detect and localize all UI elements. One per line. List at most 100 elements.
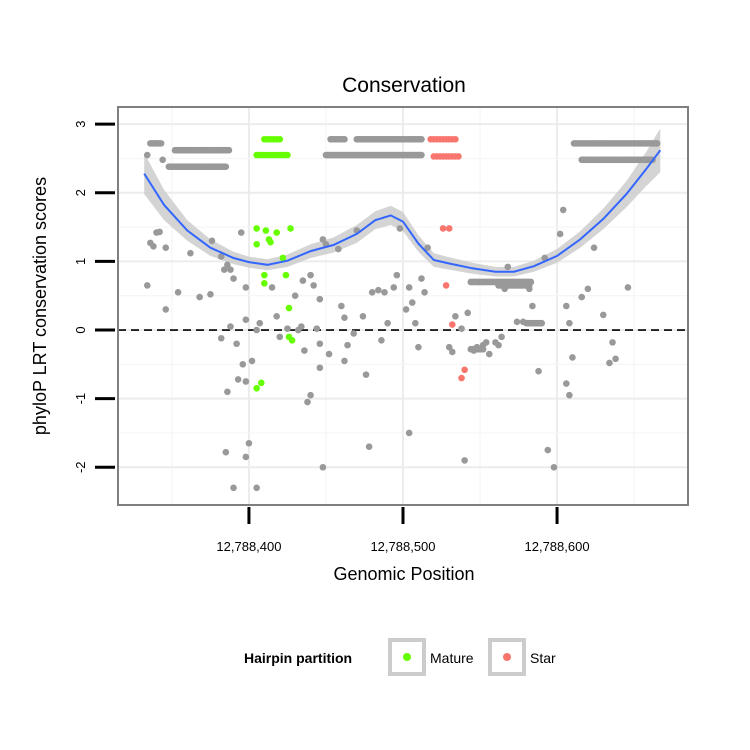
data-point [222, 448, 230, 456]
data-point [227, 323, 234, 330]
data-point [319, 236, 327, 243]
data-point [375, 286, 382, 294]
data-point [237, 229, 245, 236]
data-point [359, 312, 367, 320]
data-point [653, 140, 661, 147]
data-point [150, 243, 157, 250]
data-point [482, 339, 490, 346]
data-point [418, 151, 425, 159]
data-point [350, 330, 358, 337]
y-tick-label: 2 [73, 189, 88, 196]
data-point [319, 463, 327, 471]
data-point [452, 312, 459, 320]
data-point [498, 333, 505, 341]
data-point [599, 311, 607, 319]
data-point [273, 312, 280, 320]
data-point [485, 350, 493, 358]
data-point [556, 230, 564, 238]
data-point [341, 357, 348, 365]
data-point [253, 326, 260, 334]
data-point [284, 325, 291, 332]
data-point [156, 228, 163, 236]
x-tick-label: 12,788,600 [525, 539, 590, 554]
data-point [504, 263, 512, 271]
data-point [424, 244, 431, 251]
data-point-star [458, 374, 465, 382]
data-point [606, 359, 613, 367]
y-tick-label: 3 [73, 121, 88, 128]
data-point [461, 457, 468, 464]
data-point [242, 378, 250, 385]
data-point [341, 135, 348, 143]
data-point [562, 380, 570, 387]
data-point [381, 288, 388, 296]
data-point-mature [284, 151, 291, 159]
data-point [365, 443, 373, 450]
data-point [624, 284, 632, 291]
data-point [268, 284, 276, 291]
data-point-star [448, 321, 456, 328]
data-point [143, 151, 151, 159]
data-point [276, 333, 284, 341]
data-point [225, 146, 233, 154]
data-point [245, 439, 253, 447]
data-point [584, 285, 592, 293]
data-point-mature [279, 254, 287, 262]
data-point-star [452, 135, 459, 143]
data-point-mature [261, 280, 268, 287]
legend-title: Hairpin partition [244, 650, 352, 666]
data-point [242, 316, 250, 324]
data-point-mature [276, 135, 284, 143]
data-point-star [442, 282, 450, 289]
data-point-star [439, 225, 447, 232]
data-point-mature [288, 337, 296, 344]
data-point-mature [285, 304, 293, 312]
data-point-mature [261, 271, 268, 279]
data-point-mature [262, 227, 270, 234]
data-point [207, 291, 214, 298]
data-point [378, 337, 385, 344]
data-point [495, 341, 502, 349]
data-point [559, 206, 567, 214]
data-point [609, 339, 616, 346]
data-point-mature [253, 225, 260, 232]
data-point [233, 340, 240, 348]
data-point [405, 429, 413, 437]
data-point [458, 325, 465, 332]
data-point [344, 341, 351, 349]
x-tick-label: 12,788,500 [370, 539, 435, 554]
data-point [418, 135, 425, 143]
legend-label-star: Star [530, 650, 556, 666]
data-point-mature [253, 385, 260, 392]
y-axis-title: phyloP LRT conservation scores [30, 177, 50, 435]
data-point [393, 271, 401, 279]
data-point [384, 319, 391, 327]
data-point [316, 295, 324, 303]
data-point [307, 391, 314, 399]
y-tick-label: -2 [73, 461, 88, 473]
data-point [526, 285, 533, 293]
data-point [224, 388, 231, 396]
y-tick-label: 0 [73, 326, 88, 333]
data-point-star [455, 153, 462, 160]
data-point [538, 319, 545, 327]
data-point [153, 140, 160, 147]
data-point [362, 371, 370, 378]
data-point [253, 484, 260, 492]
data-point [301, 347, 308, 354]
x-axis: 12,788,400 12,788,500 12,788,600 [216, 507, 590, 554]
legend-star-marker [503, 653, 511, 661]
data-point-star [461, 366, 468, 374]
data-point [196, 293, 203, 301]
data-point [174, 288, 182, 296]
data-point [544, 446, 552, 454]
data-point [421, 288, 428, 296]
data-point [550, 463, 558, 471]
data-point [532, 319, 539, 327]
data-point [143, 282, 151, 289]
data-point [248, 357, 256, 365]
data-point [412, 319, 419, 327]
data-point [208, 237, 216, 245]
data-point [402, 306, 410, 313]
data-point [341, 314, 348, 321]
